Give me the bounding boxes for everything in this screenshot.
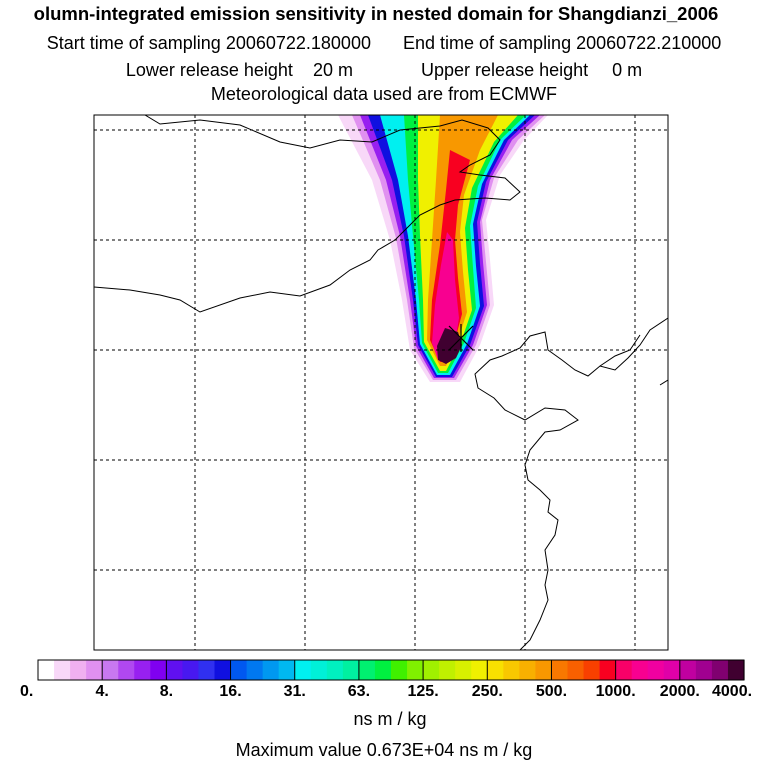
- coast-right-edge: [659, 379, 668, 386]
- color-scale-tick-label: 0.: [20, 683, 34, 700]
- color-scale-swatch: [471, 660, 488, 680]
- color-scale-swatch: [711, 660, 729, 680]
- color-scale-swatch: [663, 660, 681, 680]
- coastlines: [94, 115, 668, 650]
- color-scale-swatch: [695, 660, 713, 680]
- color-scale-swatch: [439, 660, 456, 680]
- color-scale-tick-label: 63.: [347, 683, 371, 700]
- coast-detail: [599, 334, 641, 367]
- color-scale-swatch: [118, 660, 135, 680]
- grid-lines: [94, 115, 668, 650]
- color-scale-units: ns m / kg: [353, 709, 427, 729]
- start-time-value: 20060722.180000: [225, 33, 371, 53]
- color-scale-tick-label: 2000.: [659, 683, 700, 700]
- color-scale-swatch: [134, 660, 151, 680]
- color-scale-swatch: [198, 660, 216, 680]
- color-scale-swatch: [679, 660, 697, 680]
- color-scale-swatch: [615, 660, 633, 680]
- color-scale-swatch: [599, 660, 617, 680]
- border-east: [474, 317, 668, 650]
- color-scale-swatch: [182, 660, 200, 680]
- color-scale-swatch: [342, 660, 360, 680]
- color-scale-swatch: [519, 660, 537, 680]
- color-scale-swatch: [262, 660, 280, 680]
- release-height-line: Lower release height 20 m Upper release …: [0, 60, 768, 81]
- color-scale-tick-label: 250.: [471, 683, 503, 700]
- color-scale-swatch: [102, 660, 119, 680]
- color-scale-tick-label: 4000.: [712, 683, 753, 700]
- plume: [338, 115, 548, 382]
- upper-height-value: 0 m: [612, 60, 643, 80]
- color-scale-swatch: [166, 660, 184, 680]
- plume-dark-core: [437, 328, 462, 364]
- plume-magenta-band: [432, 232, 459, 360]
- color-scale-swatch: [391, 660, 408, 680]
- color-scale-swatch: [535, 660, 553, 680]
- upper-height-label: Upper release height: [421, 60, 589, 80]
- color-scale-tick-label: 8.: [159, 683, 174, 700]
- plot-title: olumn-integrated emission sensitivity in…: [33, 3, 719, 24]
- end-time-label: End time of sampling: [403, 33, 572, 53]
- color-scale-swatch: [326, 660, 344, 680]
- border-north: [94, 115, 521, 313]
- maximum-value-line: Maximum value 0.673E+04 ns m / kg: [0, 740, 768, 761]
- color-scale-swatch: [246, 660, 264, 680]
- color-scale-swatch: [407, 660, 424, 680]
- color-scale-swatch: [150, 660, 167, 680]
- met-data-line: Meteorological data used are from ECMWF: [210, 84, 558, 104]
- color-scale-bar: [37, 660, 745, 680]
- color-scale-swatch: [583, 660, 601, 680]
- color-scale-swatch: [551, 660, 569, 680]
- color-scale-swatch: [647, 660, 665, 680]
- color-scale-swatch: [294, 660, 312, 680]
- color-scale-swatch: [631, 660, 649, 680]
- color-scale-tick-label: 125.: [407, 683, 439, 700]
- color-scale-swatch: [455, 660, 472, 680]
- color-scale-swatch: [487, 660, 504, 680]
- color-scale-tick-label: 500.: [535, 683, 568, 700]
- color-scale-tick-label: 4.: [95, 683, 109, 700]
- map-frame: [93, 114, 669, 651]
- end-time-value: 20060722.210000: [576, 33, 722, 53]
- color-scale-tick-label: 16.: [219, 683, 242, 700]
- color-scale-swatch: [567, 660, 585, 680]
- color-scale-swatch: [54, 660, 71, 680]
- receptor-marker: [448, 324, 474, 352]
- color-scale-swatch: [423, 660, 440, 680]
- color-scale-swatch: [230, 660, 248, 680]
- color-scale-swatch: [38, 660, 55, 680]
- color-scale-swatch: [70, 660, 87, 680]
- sampling-time-line: Start time of sampling 20060722.180000 E…: [0, 33, 768, 54]
- color-scale-tick-label: 31.: [283, 683, 306, 700]
- color-scale-swatch: [374, 660, 392, 680]
- color-scale-swatch: [503, 660, 520, 680]
- start-time-label: Start time of sampling: [46, 33, 221, 53]
- color-scale-frame: [37, 659, 745, 681]
- maximum-value: 0.673E+04 ns m / kg: [366, 740, 533, 760]
- color-scale-swatch: [86, 660, 103, 680]
- color-scale-swatch: [358, 660, 376, 680]
- lower-height-value: 20 m: [312, 60, 353, 80]
- color-scale-swatch: [727, 660, 745, 680]
- color-scale-tick-label: 1000.: [595, 683, 636, 700]
- lower-height-label: Lower release height: [125, 60, 293, 80]
- color-scale-swatch: [310, 660, 328, 680]
- color-scale-swatch: [278, 660, 296, 680]
- color-scale-swatch: [214, 660, 232, 680]
- maximum-value-label: Maximum value: [235, 740, 362, 760]
